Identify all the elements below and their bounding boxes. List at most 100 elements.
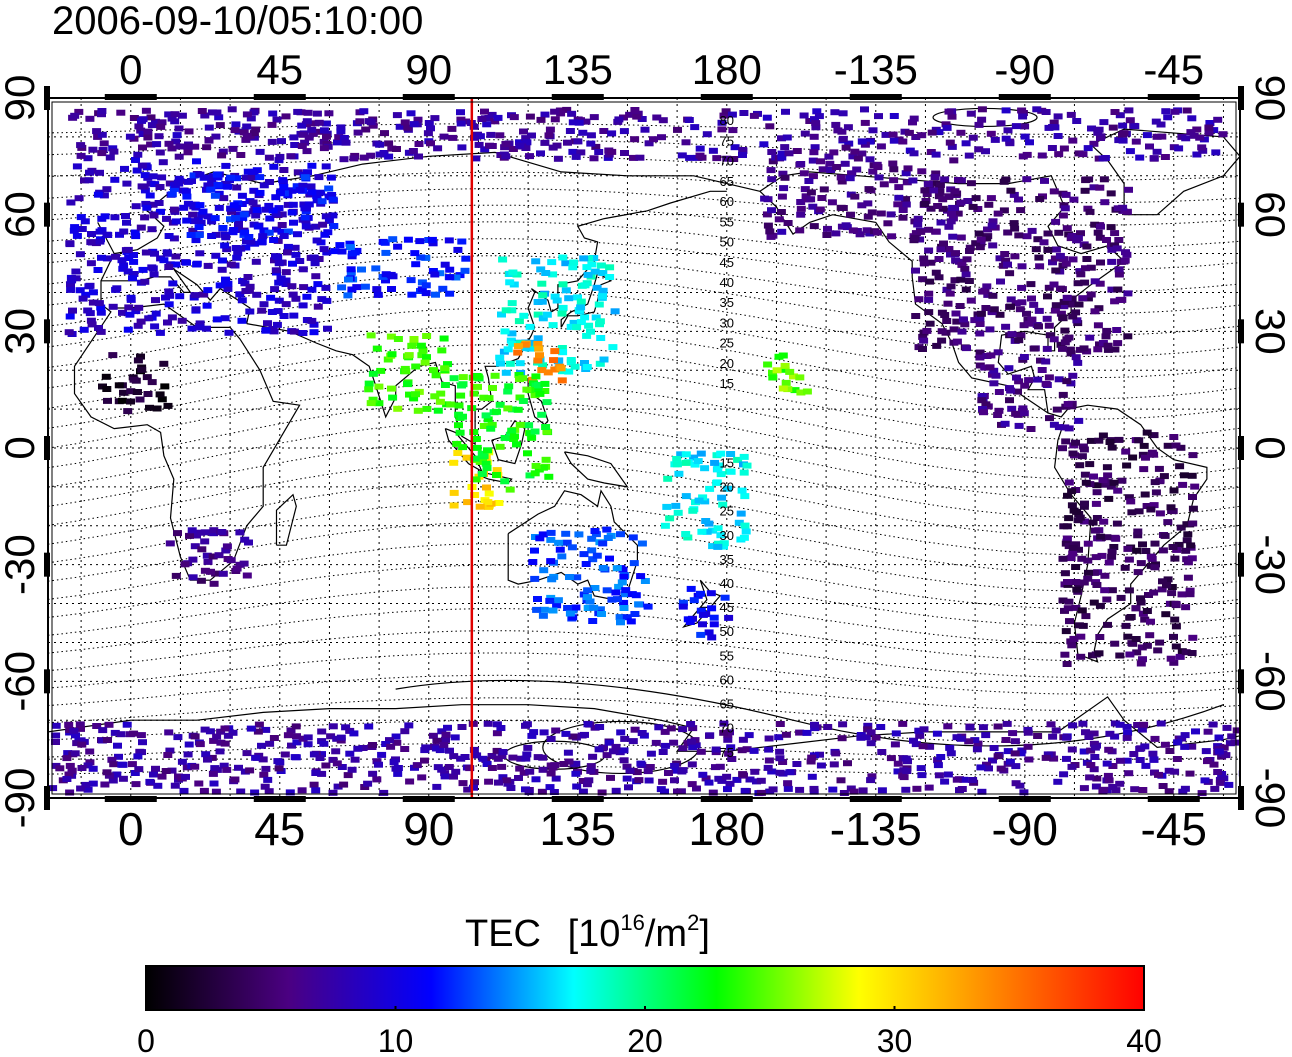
tec-cell xyxy=(841,222,851,229)
tec-cell xyxy=(493,114,503,121)
tec-cell xyxy=(910,235,920,241)
tec-cell xyxy=(1112,245,1122,252)
tec-cell xyxy=(634,777,644,784)
tec-cell xyxy=(1106,190,1116,197)
top-lon-label: -90 xyxy=(994,46,1055,93)
tec-cell xyxy=(195,320,205,327)
tec-cell xyxy=(692,785,701,792)
tec-cell xyxy=(142,374,152,381)
tec-cell xyxy=(681,451,691,458)
tec-cell xyxy=(630,107,640,113)
tec-cell xyxy=(549,357,558,364)
tec-cell xyxy=(118,775,128,782)
tec-cell xyxy=(172,132,182,139)
left-lat-label: 0 xyxy=(0,436,43,459)
tec-cell xyxy=(823,724,833,730)
tec-cell xyxy=(1035,196,1045,202)
tec-cell xyxy=(533,311,543,318)
tec-cell xyxy=(556,110,566,117)
tec-cell xyxy=(1079,503,1089,510)
tec-cell xyxy=(1149,155,1159,162)
tec-cell xyxy=(589,255,599,261)
tec-cell xyxy=(307,162,317,169)
tec-cell xyxy=(940,176,950,183)
tec-cell xyxy=(816,158,825,165)
tec-cell xyxy=(223,732,233,739)
tec-cell xyxy=(1113,487,1123,494)
tec-cell xyxy=(1109,544,1119,550)
tec-cell xyxy=(901,201,911,208)
tec-cell xyxy=(156,208,165,215)
tec-cell xyxy=(976,310,986,317)
tec-cell xyxy=(242,238,251,245)
contour-label-north: 50 xyxy=(720,235,734,250)
tec-cell xyxy=(215,748,225,755)
tec-cell xyxy=(520,341,530,348)
tec-cell xyxy=(120,165,129,172)
tec-cell xyxy=(368,770,378,777)
tec-cell xyxy=(190,218,199,225)
tec-cell xyxy=(111,253,120,260)
tec-cell xyxy=(732,776,742,783)
tec-cell xyxy=(785,769,795,776)
tec-cell xyxy=(1150,540,1160,547)
tec-cell xyxy=(437,347,447,354)
tec-cell xyxy=(141,200,151,207)
tec-cell xyxy=(573,138,583,145)
tec-cell xyxy=(956,735,966,742)
tec-cell xyxy=(1114,266,1124,273)
tec-cell xyxy=(1080,187,1090,194)
tec-cell xyxy=(445,274,455,281)
tec-cell xyxy=(152,405,162,412)
tec-cell xyxy=(1006,387,1016,394)
tec-cell xyxy=(968,777,978,783)
tec-cell xyxy=(993,723,1003,730)
tec-cell xyxy=(1020,382,1030,389)
tec-cell xyxy=(363,780,373,787)
tec-cell xyxy=(599,128,609,134)
tec-cell xyxy=(889,137,899,144)
bottom-lon-label: 0 xyxy=(118,803,144,855)
tec-cell xyxy=(194,224,204,231)
tec-cell xyxy=(76,785,86,792)
tec-cell xyxy=(500,478,510,485)
tec-cell xyxy=(375,141,385,148)
tec-cell xyxy=(736,510,746,517)
tec-cell xyxy=(164,111,174,118)
tec-cell xyxy=(780,174,790,181)
tec-cell xyxy=(102,231,112,238)
tec-cell xyxy=(981,148,990,155)
tec-cell xyxy=(777,150,787,157)
tec-cell xyxy=(381,271,391,278)
tec-cell xyxy=(290,142,300,148)
tec-cell xyxy=(774,734,784,741)
tec-cell xyxy=(749,112,759,119)
tec-cell xyxy=(475,503,485,510)
tec-cell xyxy=(533,596,542,602)
tec-cell xyxy=(51,722,61,729)
tec-cell xyxy=(1068,372,1078,379)
tec-cell xyxy=(66,286,76,293)
tec-cell xyxy=(1210,785,1220,792)
tec-cell xyxy=(589,114,599,121)
tec-cell xyxy=(587,547,597,554)
tec-cell xyxy=(446,401,456,408)
tec-cell xyxy=(155,391,165,398)
tec-cell xyxy=(569,259,579,266)
tec-cell xyxy=(658,778,668,785)
tec-cell xyxy=(993,412,1003,418)
tec-cell xyxy=(219,195,229,202)
tec-cell xyxy=(707,634,717,641)
tec-cell xyxy=(1053,778,1063,785)
tec-cell xyxy=(1102,596,1112,603)
tec-cell xyxy=(857,138,867,145)
tec-cell xyxy=(582,264,592,271)
tec-cell xyxy=(557,345,567,351)
tec-cell xyxy=(738,152,747,158)
tec-cell xyxy=(83,762,93,769)
tec-cell xyxy=(1001,257,1011,264)
tec-cell xyxy=(1083,145,1093,152)
tec-cell xyxy=(1062,523,1072,530)
tec-cell xyxy=(366,400,376,407)
tec-cell xyxy=(129,376,139,383)
